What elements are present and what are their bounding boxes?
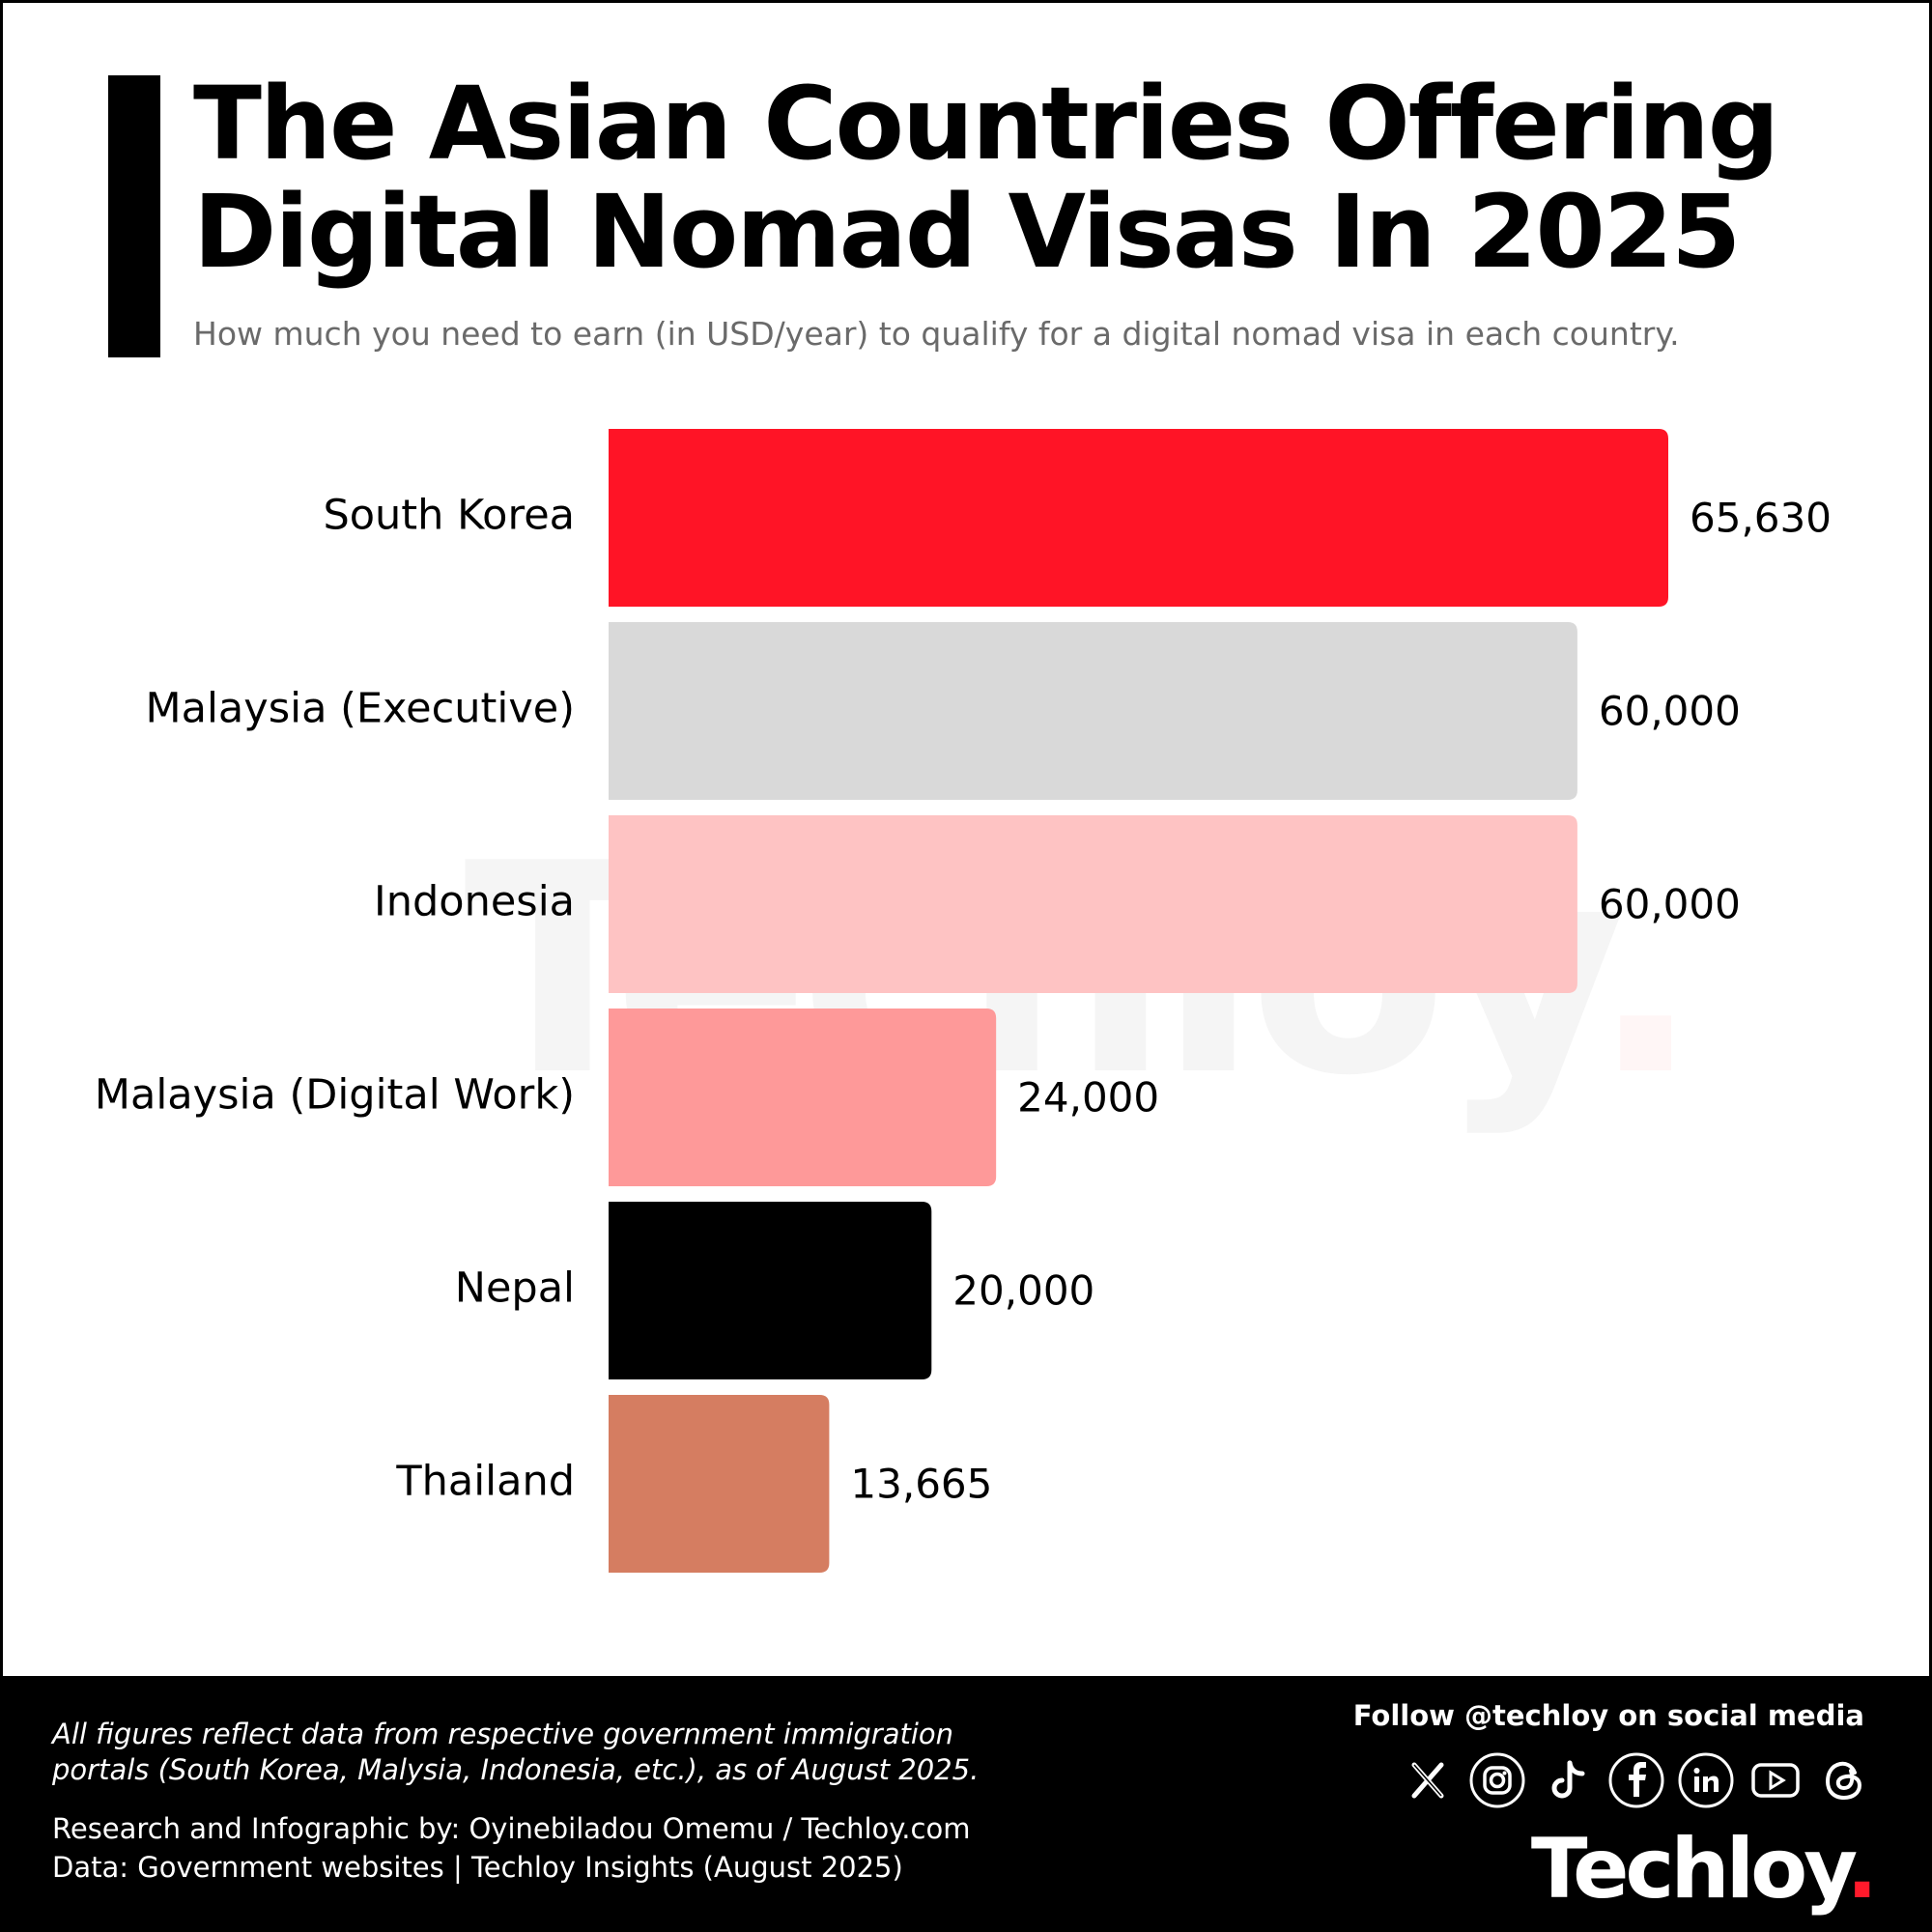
credit-line: Research and Infographic by: Oyinebilado… [52,1812,971,1845]
logo-text: Techloy [1530,1821,1850,1918]
bar [609,622,1577,800]
category-label: Malaysia (Executive) [146,685,575,733]
data-source-line: Data: Government websites | Techloy Insi… [52,1851,903,1884]
category-label: Thailand [395,1458,575,1506]
follow-text: Follow @techloy on social media [1352,1699,1864,1732]
techloy-logo: Techloy. [1530,1821,1878,1918]
bar [609,429,1668,607]
youtube-icon[interactable] [1747,1751,1804,1809]
bar [609,1395,830,1573]
bar [609,1202,932,1379]
title-accent-bar [108,75,160,357]
category-label: South Korea [323,492,575,540]
value-label: 60,000 [1599,881,1741,928]
footer: All figures reflect data from respective… [0,1676,1932,1932]
value-label: 13,665 [850,1461,992,1508]
category-label: Malaysia (Digital Work) [95,1071,575,1120]
title-line-2: Digital Nomad Visas In 2025 [193,173,1741,291]
category-label: Nepal [455,1264,575,1313]
bar [609,815,1577,993]
instagram-icon[interactable] [1468,1751,1526,1809]
value-label: 24,000 [1017,1074,1159,1122]
linkedin-icon[interactable] [1677,1751,1735,1809]
bar-chart: South Korea 65,630 Malaysia (Executive) 60,… [95,429,1832,1573]
footer-credits: Research and Infographic by: Oyinebilado… [52,1809,970,1887]
subtitle: How much you need to earn (in USD/year) … [193,315,1680,353]
page-title: The Asian Countries Offering Digital Nom… [193,70,1893,286]
title-line-1: The Asian Countries Offering [193,65,1779,183]
threads-icon[interactable] [1816,1751,1874,1809]
bar [609,1009,997,1186]
tiktok-icon[interactable] [1538,1751,1596,1809]
value-label: 60,000 [1599,688,1741,735]
facebook-icon[interactable] [1607,1751,1665,1809]
logo-dot: . [1846,1821,1878,1918]
value-label: 65,630 [1690,495,1832,542]
x-icon[interactable] [1399,1751,1457,1809]
category-label: Indonesia [374,878,575,926]
value-label: 20,000 [952,1267,1094,1315]
footer-note: All figures reflect data from respective… [52,1718,980,1786]
social-icons [1399,1751,1874,1809]
